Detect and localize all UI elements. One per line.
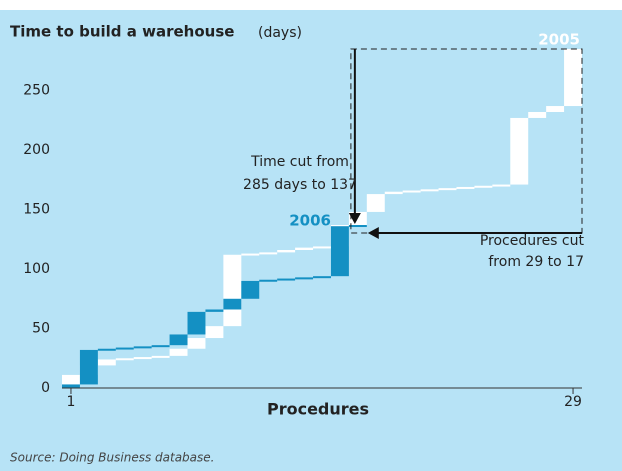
bar-2006 <box>313 276 331 279</box>
background <box>0 10 622 471</box>
annotation: Time cut from <box>250 154 349 170</box>
bar-2006 <box>330 226 349 277</box>
bar-2005 <box>456 186 475 189</box>
arrow-head <box>367 227 379 240</box>
bar-2006 <box>277 278 296 281</box>
y-tick-label: 0 <box>41 380 50 396</box>
bar-2005 <box>492 184 511 187</box>
bar-2006 <box>151 345 170 348</box>
bar-2006 <box>115 347 134 350</box>
bar-2005 <box>259 252 278 255</box>
bar-2005 <box>420 189 439 192</box>
bar-2005 <box>277 250 296 253</box>
arrow-head <box>348 213 361 225</box>
x-tick-label: 1 <box>67 394 76 410</box>
chart-title: Time to build a warehouse <box>10 23 234 41</box>
bar-2006 <box>295 277 314 280</box>
bar-2005 <box>241 253 260 256</box>
bar-2005 <box>115 358 134 361</box>
y-tick-label: 250 <box>23 83 50 99</box>
y-tick-label: 50 <box>32 321 50 337</box>
bar-2005 <box>151 355 170 358</box>
bar-2005 <box>564 48 582 107</box>
series-label-2006: 2006 <box>289 212 331 230</box>
bar-2006 <box>259 279 278 282</box>
bar-2005 <box>97 359 116 366</box>
bar-2005 <box>133 357 152 360</box>
bar-2005 <box>187 338 206 349</box>
chart-title-unit: (days) <box>258 25 302 41</box>
bar-2005 <box>313 246 331 249</box>
bar-2005 <box>223 254 242 327</box>
bar-2006 <box>62 384 80 388</box>
bar-2005 <box>402 190 421 193</box>
bar-2006 <box>97 348 116 351</box>
y-tick-label: 100 <box>23 261 50 277</box>
bar-2005 <box>546 106 565 112</box>
bar-2006 <box>223 298 242 310</box>
bar-2006 <box>169 334 188 346</box>
x-tick-label: 29 <box>564 394 582 410</box>
bar-2005 <box>169 348 188 356</box>
bar-2006 <box>241 280 260 299</box>
annotation: 285 days to 137 <box>243 177 357 193</box>
bar-2006 <box>205 309 224 312</box>
bar-2006 <box>133 346 152 349</box>
series-label-2005: 2005 <box>538 30 580 48</box>
bar-2005 <box>295 247 314 250</box>
bar-2005 <box>366 194 385 212</box>
bar-2005 <box>438 188 457 191</box>
y-tick-label: 150 <box>23 202 50 218</box>
bar-2005 <box>528 112 547 118</box>
annotation: Procedures cut <box>480 233 585 249</box>
y-tick-label: 200 <box>23 142 50 158</box>
annotation: from 29 to 17 <box>488 254 584 270</box>
bar-2006 <box>79 349 98 385</box>
x-axis-label: Procedures <box>267 400 369 419</box>
source-note: Source: Doing Business database. <box>10 451 214 465</box>
bar-2005 <box>474 185 493 188</box>
bar-2006 <box>348 225 367 228</box>
bar-2005 <box>384 191 403 195</box>
bar-2006 <box>187 311 206 335</box>
bar-2005 <box>205 326 224 339</box>
bar-2005 <box>510 117 529 185</box>
